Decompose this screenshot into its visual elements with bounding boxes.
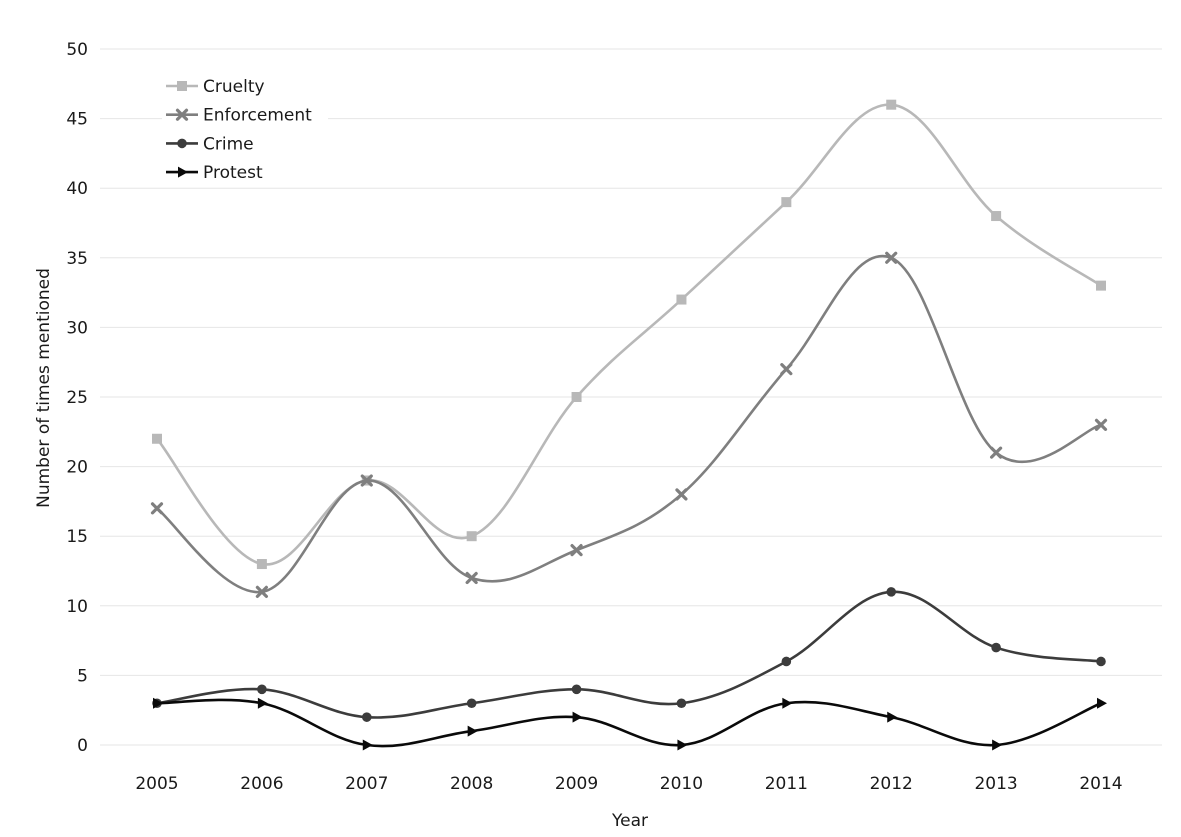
y-axis-title: Number of times mentioned — [34, 268, 54, 508]
legend-item-cruelty: Cruelty — [166, 77, 265, 97]
series-protest — [153, 697, 1107, 751]
series-line-crime — [155, 590, 1103, 719]
legend-background — [162, 70, 328, 186]
data-point-crime — [466, 698, 477, 709]
x-tick-label: 2007 — [345, 774, 388, 794]
data-point-enforcement — [990, 446, 1003, 459]
legend-label: Enforcement — [203, 106, 312, 126]
y-tick-label: 10 — [66, 597, 88, 617]
data-point-enforcement — [885, 251, 898, 264]
legend-item-enforcement: Enforcement — [166, 106, 312, 126]
data-point-protest — [362, 739, 373, 751]
data-point-enforcement — [675, 488, 688, 501]
data-point-crime — [1096, 656, 1106, 667]
data-point-enforcement — [255, 585, 268, 598]
data-point-cruelty — [571, 392, 582, 402]
series-line-enforcement — [155, 254, 1103, 594]
x-tick-label: 2006 — [240, 774, 283, 794]
data-point-cruelty — [991, 211, 1002, 222]
data-point-protest — [467, 725, 478, 737]
y-tick-label: 0 — [77, 736, 88, 756]
data-point-cruelty — [466, 531, 477, 542]
data-point-crime — [676, 698, 687, 709]
x-axis-title: Year — [611, 811, 648, 831]
legend-marker — [178, 166, 188, 178]
data-point-enforcement — [360, 474, 373, 487]
data-point-protest — [1097, 697, 1107, 709]
x-axis-ticks: 2005 2006 2007 2008 2009 2010 2011 2012 2013 2014 — [135, 774, 1122, 794]
x-tick-label: 2010 — [660, 774, 703, 794]
data-point-enforcement — [465, 571, 478, 585]
data-point-crime — [571, 684, 582, 695]
legend: Cruelty Enforcement Crime Protest — [162, 70, 328, 186]
data-point-crime — [361, 712, 372, 722]
data-point-enforcement — [150, 502, 164, 515]
legend-item-protest: Protest — [166, 163, 263, 183]
data-point-cruelty — [886, 99, 897, 110]
legend-label: Crime — [203, 134, 254, 154]
y-axis-ticks: 0 5 10 15 20 25 30 35 40 45 50 — [66, 40, 88, 756]
data-point-cruelty — [781, 197, 792, 208]
y-tick-label: 35 — [66, 249, 88, 269]
series-enforcement — [150, 251, 1108, 598]
data-point-cruelty — [676, 294, 687, 305]
x-tick-label: 2008 — [450, 774, 493, 794]
data-point-enforcement — [780, 363, 793, 376]
data-point-crime — [257, 684, 267, 695]
x-tick-label: 2005 — [135, 774, 178, 794]
series-lines — [150, 99, 1108, 751]
y-tick-label: 15 — [66, 527, 88, 547]
data-point-protest — [992, 739, 1003, 751]
x-tick-label: 2009 — [555, 774, 598, 794]
series-crime — [152, 587, 1106, 722]
data-point-protest — [887, 711, 898, 723]
y-tick-label: 25 — [66, 388, 88, 408]
data-point-cruelty — [1096, 280, 1106, 291]
x-tick-label: 2011 — [765, 774, 808, 794]
legend-marker — [177, 138, 187, 149]
data-point-crime — [781, 656, 792, 667]
y-tick-label: 30 — [66, 318, 88, 338]
data-point-protest — [257, 697, 268, 709]
data-point-cruelty — [256, 559, 267, 570]
data-point-protest — [153, 697, 163, 709]
gridlines — [100, 48, 1162, 746]
data-point-crime — [991, 642, 1001, 653]
legend-label: Protest — [203, 163, 263, 183]
x-tick-label: 2012 — [870, 774, 913, 794]
y-tick-label: 50 — [66, 40, 88, 60]
data-point-enforcement — [1094, 418, 1108, 431]
series-line-protest — [155, 698, 1103, 748]
x-tick-label: 2013 — [974, 774, 1017, 794]
y-tick-label: 5 — [77, 666, 88, 686]
legend-marker — [175, 108, 189, 121]
legend-item-crime: Crime — [166, 134, 254, 154]
x-tick-label: 2014 — [1079, 774, 1122, 794]
y-tick-label: 20 — [66, 458, 88, 478]
y-tick-label: 40 — [66, 179, 88, 199]
data-point-protest — [782, 697, 793, 709]
legend-label: Cruelty — [203, 77, 265, 97]
data-point-protest — [677, 739, 688, 751]
y-tick-label: 45 — [66, 110, 88, 130]
series-line-cruelty — [155, 103, 1103, 566]
data-point-enforcement — [570, 544, 583, 557]
data-point-protest — [572, 711, 583, 723]
legend-marker — [177, 81, 187, 91]
data-point-cruelty — [152, 433, 162, 444]
data-point-crime — [886, 587, 897, 597]
